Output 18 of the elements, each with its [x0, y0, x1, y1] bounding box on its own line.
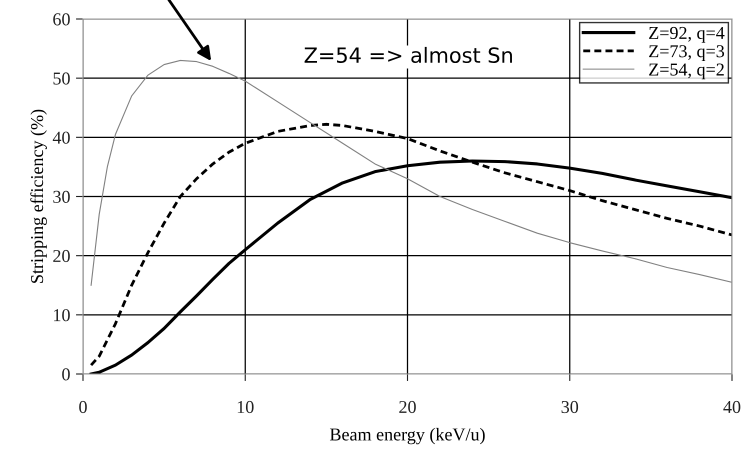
y-tick-label: 30	[53, 190, 70, 203]
annotation: Z=54 => almost Sn	[304, 46, 512, 64]
y-tick-label: 0	[62, 368, 70, 380]
x-tick-label: 0	[79, 400, 87, 414]
y-tick-label: 40	[52, 132, 70, 144]
x-tick-label: 20	[399, 400, 416, 414]
y-tick-label: 10	[54, 309, 70, 322]
legend-label: Z=73, q=3	[649, 45, 724, 61]
x-tick-label: 40	[723, 400, 740, 414]
legend-label: Z=54, q=2	[649, 63, 724, 80]
y-tick-label: 50	[53, 72, 70, 85]
y-tick-label: 60	[53, 13, 70, 26]
x-tick-label: 10	[238, 400, 254, 414]
x-axis-title: Beam energy (keV/u)	[330, 428, 485, 444]
y-axis-title: Stripping efficiency (%)	[30, 110, 47, 283]
legend-label: Z=92, q=4	[649, 26, 724, 43]
y-tick-label: 20	[53, 250, 70, 262]
x-tick-label: 30	[562, 400, 578, 414]
